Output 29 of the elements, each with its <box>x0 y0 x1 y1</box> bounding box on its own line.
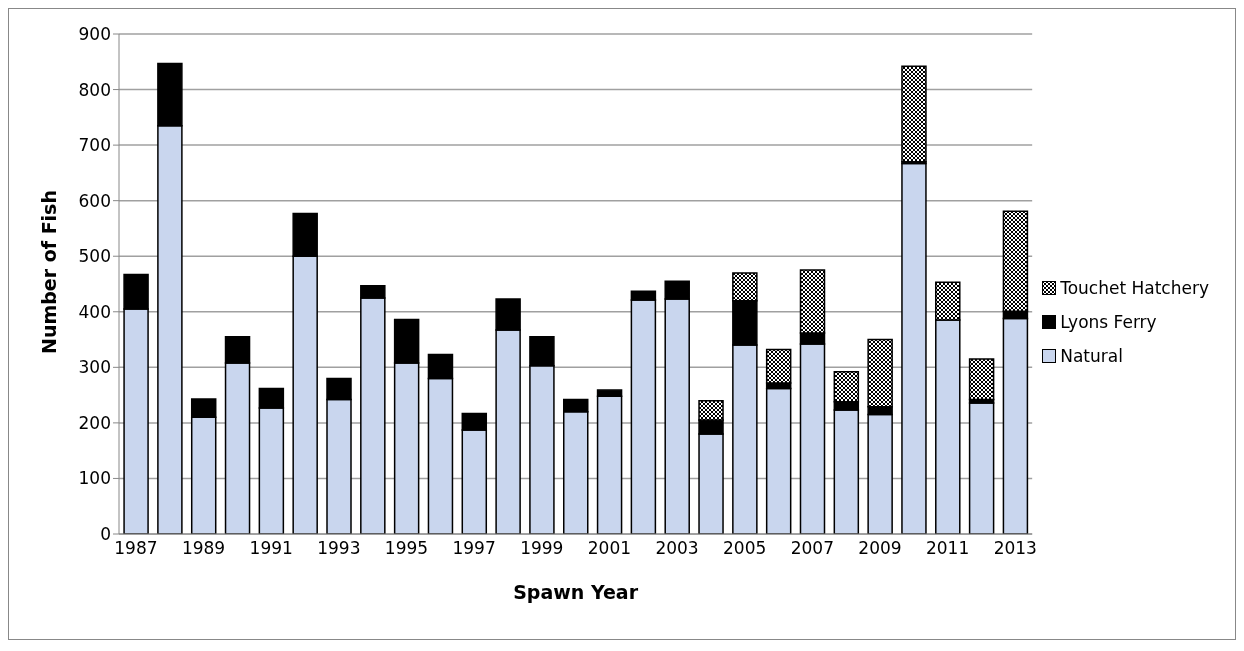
y-tick-label: 500 <box>78 246 111 267</box>
y-tick-label: 400 <box>78 301 111 322</box>
x-tick-label: 1993 <box>317 538 361 559</box>
x-tick-label: 1989 <box>181 538 226 559</box>
x-tick-label: 2013 <box>993 538 1037 559</box>
x-tick-label: 1995 <box>384 538 429 559</box>
y-tick-label: 600 <box>78 190 111 211</box>
x-axis-title: Spawn Year <box>513 581 639 603</box>
y-axis-title: Number of Fish <box>37 190 60 354</box>
y-tick-label: 700 <box>78 135 111 156</box>
x-tick-label: 2003 <box>655 538 699 559</box>
x-tick-label: 1991 <box>249 538 293 559</box>
y-tick-label: 900 <box>78 24 111 45</box>
y-tick-label: 800 <box>78 79 111 100</box>
legend-label: Touchet Hatchery <box>1060 277 1209 298</box>
x-tick-label: 1987 <box>114 538 158 559</box>
x-tick-label: 1999 <box>520 538 564 559</box>
x-tick-label: 2011 <box>925 538 970 559</box>
x-tick-label: 2009 <box>858 538 902 559</box>
y-tick-label: 0 <box>100 524 111 545</box>
x-tick-label: 2007 <box>790 538 834 559</box>
x-tick-label: 2005 <box>723 538 767 559</box>
x-tick-label: 2001 <box>587 538 632 559</box>
legend-label: Lyons Ferry <box>1060 311 1157 332</box>
y-tick-label: 300 <box>78 357 111 378</box>
y-tick-label: 100 <box>78 468 111 489</box>
y-tick-label: 200 <box>78 412 111 433</box>
x-tick-label: 1997 <box>452 538 496 559</box>
legend-label: Natural <box>1060 345 1123 366</box>
